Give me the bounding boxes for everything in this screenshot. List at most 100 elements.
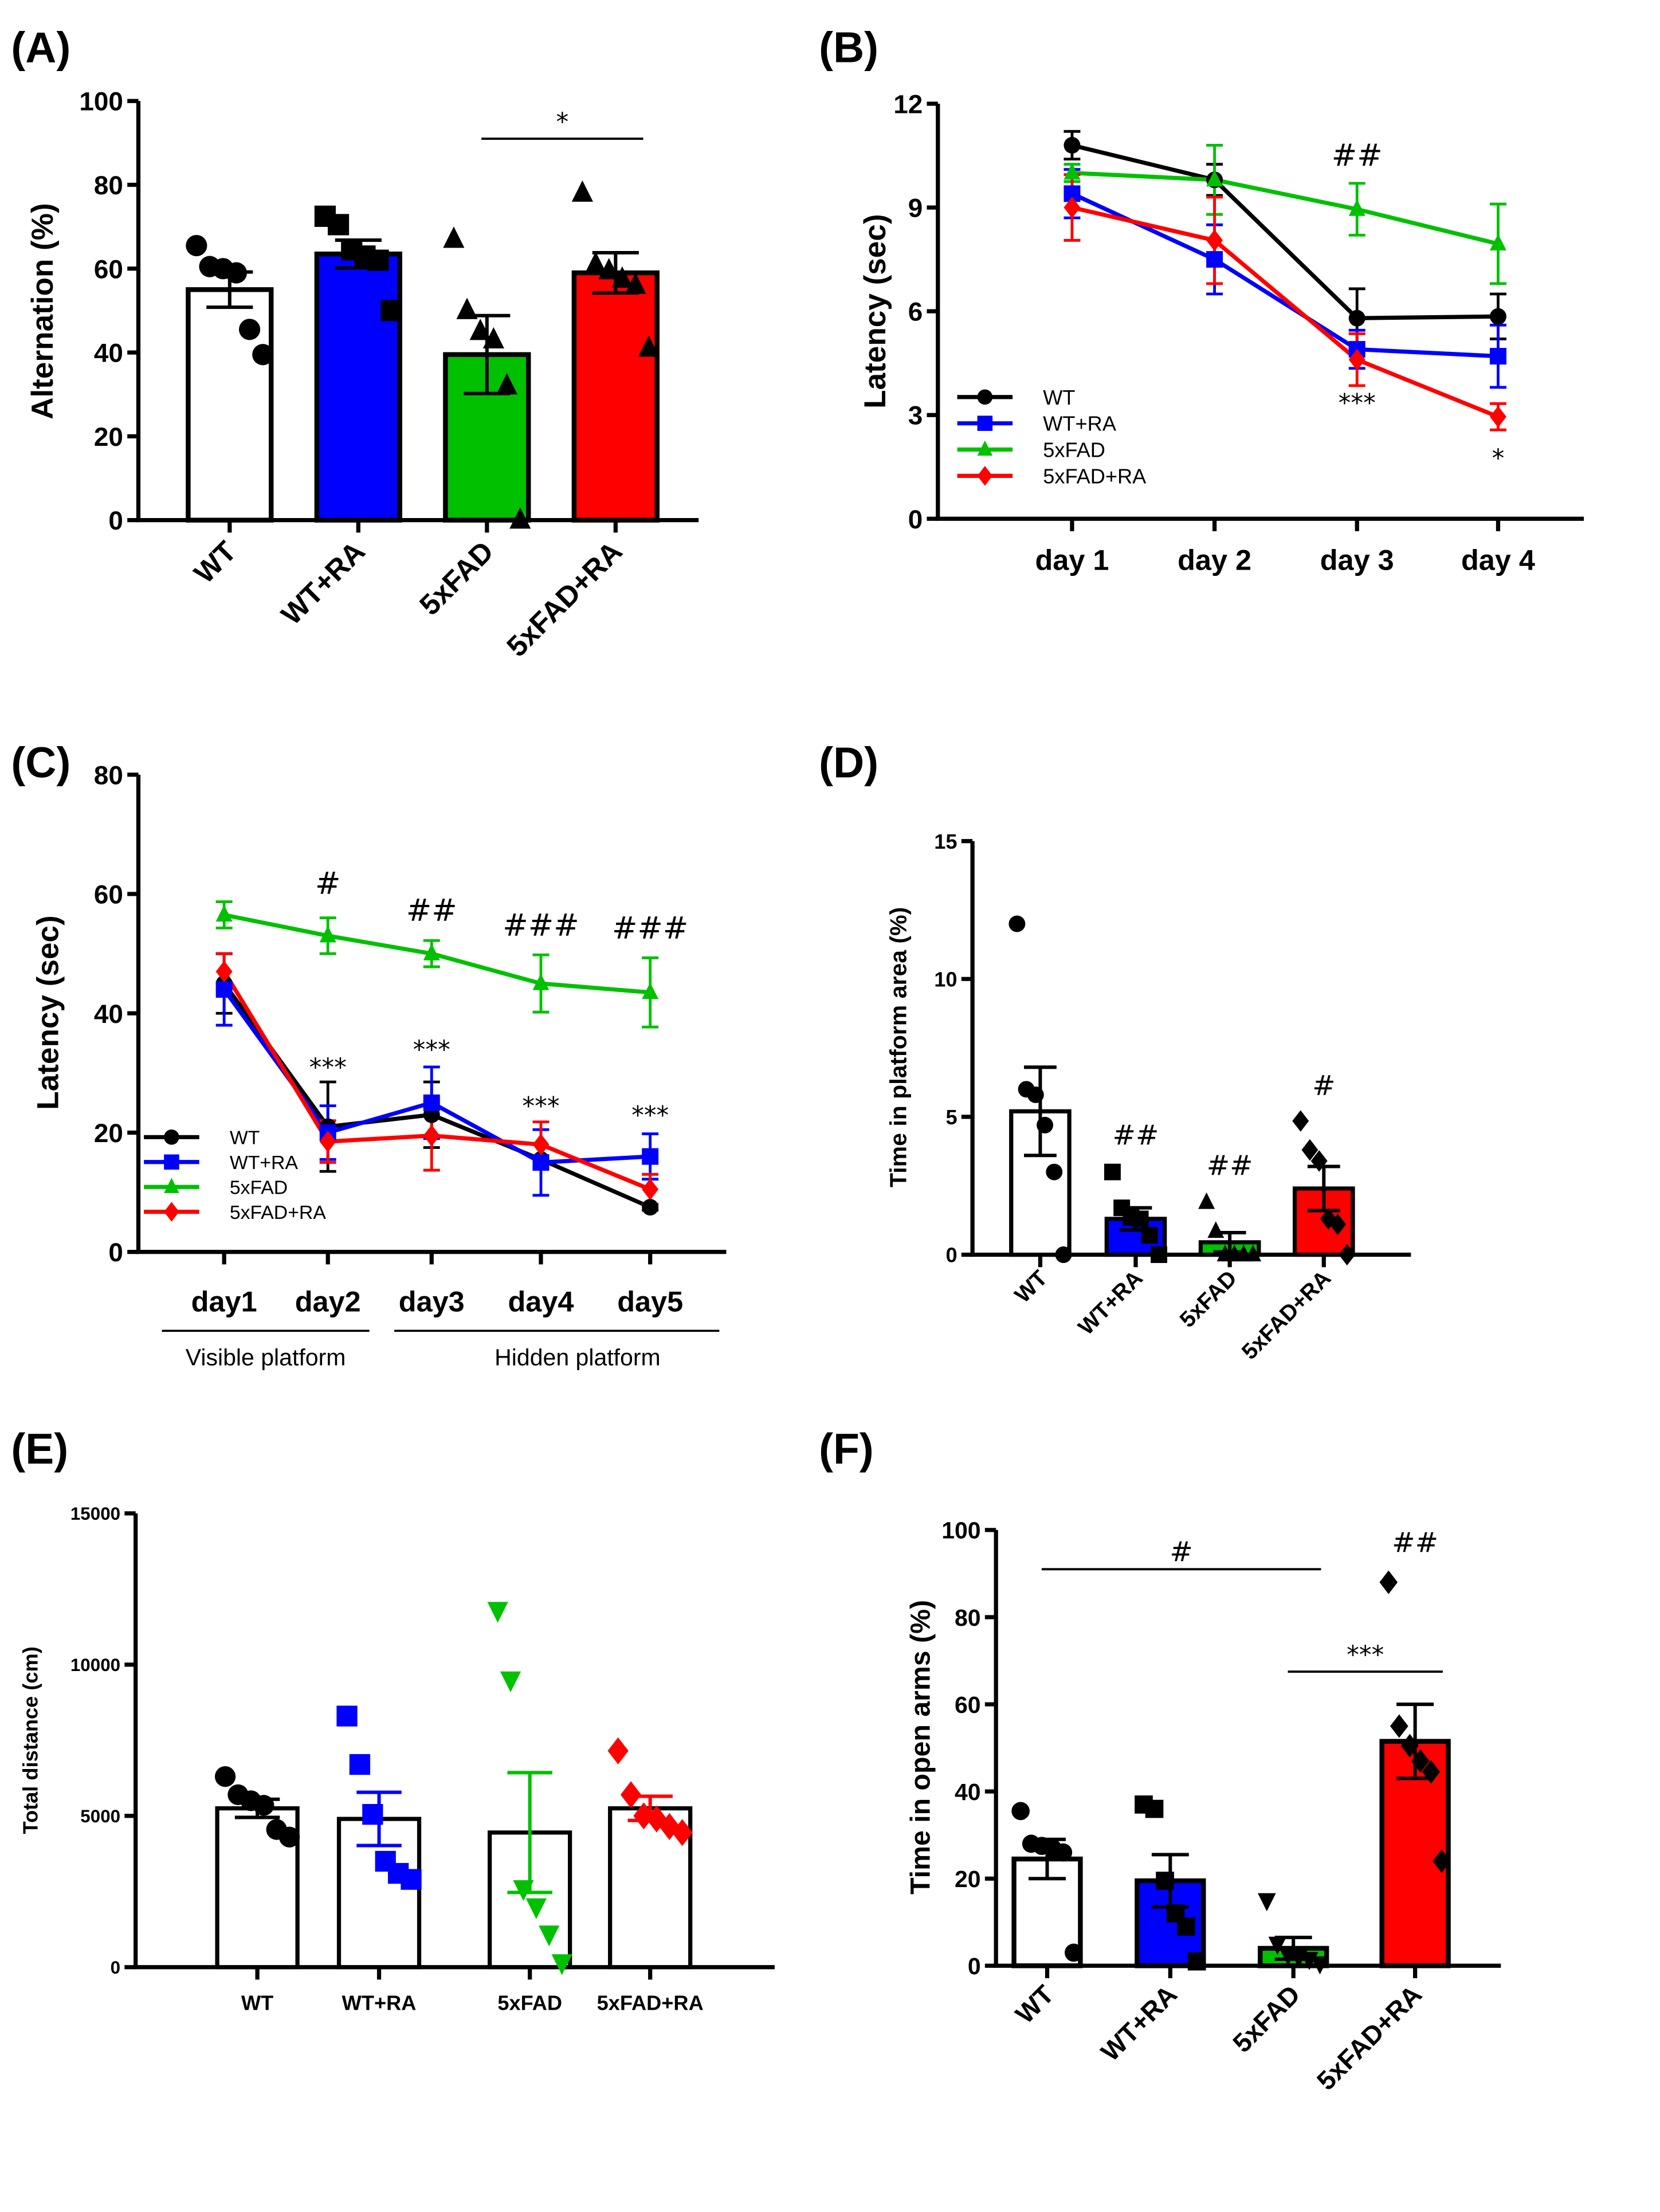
data-point <box>638 335 660 357</box>
data-point <box>1348 309 1365 327</box>
significance-label: ## <box>1113 1119 1159 1151</box>
x-tick-label: WT+RA <box>1095 1979 1183 2067</box>
data-point <box>1055 1246 1072 1263</box>
legend-marker <box>164 1154 179 1170</box>
data-point <box>1177 1917 1195 1936</box>
x-tick-label: 5xFAD <box>1175 1266 1242 1332</box>
significance-label: # <box>1312 1069 1335 1101</box>
legend-label: 5xFAD+RA <box>1043 464 1147 488</box>
y-axis-label: Time in open arms (%) <box>905 1600 936 1895</box>
data-point <box>487 1602 508 1623</box>
panel-a: 0 20 40 60 80 100 Alternation (%) WT WT+RA 5xFAD 5… <box>11 23 699 663</box>
data-point <box>1329 1213 1347 1236</box>
data-point <box>1065 1943 1083 1962</box>
data-point <box>539 1925 560 1947</box>
data-point <box>500 1671 521 1693</box>
data-point <box>642 1178 659 1201</box>
y-axis-label: Time in platform area (%) <box>885 907 911 1187</box>
data-point <box>238 319 261 340</box>
data-point <box>642 1148 659 1165</box>
legend-marker <box>977 389 993 405</box>
data-point <box>1433 1849 1451 1873</box>
x-tick-label: 5xFAD+RA <box>1237 1266 1336 1364</box>
data-point <box>186 234 207 257</box>
phase-label: Hidden platform <box>495 1344 661 1371</box>
data-point <box>443 226 465 248</box>
y-tick-label: 10000 <box>70 1655 120 1675</box>
legend-marker <box>164 1129 179 1145</box>
panel-label: (F) <box>819 1425 874 1473</box>
x-tick-label: WT+RA <box>274 535 371 631</box>
data-point <box>525 1898 547 1919</box>
y-tick-label: 15 <box>934 830 957 853</box>
data-point <box>1206 170 1223 187</box>
data-point <box>625 272 646 294</box>
data-point <box>1310 1956 1329 1975</box>
x-tick-label: 5xFAD <box>413 535 500 621</box>
data-point <box>551 1954 572 1975</box>
y-tick-label: 9 <box>908 193 923 223</box>
data-point <box>1292 1110 1309 1132</box>
x-tick-label: WT <box>1010 1266 1052 1308</box>
data-point <box>401 1869 422 1890</box>
y-tick-label: 5 <box>945 1105 957 1129</box>
y-tick-label: 0 <box>968 1953 981 1979</box>
series-line-5xfad-plus-ra <box>1072 205 1499 419</box>
series-line-wt-plus-ra <box>1071 191 1498 359</box>
data-point <box>532 973 550 990</box>
x-tick-label: day4 <box>508 1285 574 1317</box>
data-point <box>1198 1192 1215 1209</box>
data-point <box>423 1124 440 1147</box>
legend-label: WT <box>230 1127 260 1148</box>
data-point <box>1489 234 1506 251</box>
legend-marker <box>977 440 993 456</box>
data-point <box>1064 136 1081 154</box>
x-tick-label: 5xFAD+RA <box>1311 1979 1427 2096</box>
significance-label: # <box>1170 1536 1192 1568</box>
series-line-5xfad <box>1072 171 1499 246</box>
data-point <box>1301 1139 1318 1161</box>
x-tick-label: day3 <box>399 1285 465 1317</box>
x-tick-label: day 4 <box>1461 544 1535 576</box>
data-point <box>252 344 274 366</box>
x-tick-label: WT <box>1010 1979 1059 2029</box>
data-point <box>532 1134 550 1156</box>
data-point <box>1151 1246 1168 1263</box>
y-tick-label: 6 <box>908 297 923 327</box>
data-point <box>327 214 350 236</box>
significance-label: ### <box>503 908 579 943</box>
y-tick-label: 20 <box>94 422 123 452</box>
y-tick-label: 40 <box>94 999 123 1029</box>
panel-label: (B) <box>819 23 878 72</box>
legend-marker <box>164 1178 179 1193</box>
legend-label: 5xFAD <box>1043 438 1105 462</box>
y-tick-label: 60 <box>955 1692 981 1718</box>
significance-label: *** <box>1339 389 1376 418</box>
legend-label: WT+RA <box>230 1152 299 1174</box>
data-point <box>1489 406 1506 428</box>
data-point <box>1379 1570 1398 1594</box>
significance-label: *** <box>631 1101 669 1130</box>
x-tick-label: day 2 <box>1178 544 1251 576</box>
y-tick-label: 40 <box>94 338 123 368</box>
data-point <box>584 252 607 273</box>
bar-5xfad-plus-ra <box>571 270 660 523</box>
legend-label: WT <box>1043 386 1075 409</box>
y-tick-label: 100 <box>79 87 123 116</box>
x-tick-label: day2 <box>295 1285 361 1317</box>
x-tick-label: 5xFAD <box>1227 1979 1306 2058</box>
legend-marker <box>977 415 993 431</box>
data-point <box>1206 251 1223 268</box>
y-tick-label: 60 <box>94 880 123 909</box>
data-point <box>1064 197 1081 218</box>
x-tick-label: 5xFAD+RA <box>597 1991 704 2015</box>
significance-label: ## <box>406 893 457 928</box>
y-tick-label: 0 <box>945 1244 957 1267</box>
legend-label: 5xFAD+RA <box>230 1202 326 1223</box>
y-tick-label: 80 <box>94 170 123 200</box>
legend-marker <box>977 466 993 486</box>
data-point <box>1046 1163 1063 1180</box>
data-point <box>215 981 233 998</box>
y-tick-label: 0 <box>108 505 123 535</box>
